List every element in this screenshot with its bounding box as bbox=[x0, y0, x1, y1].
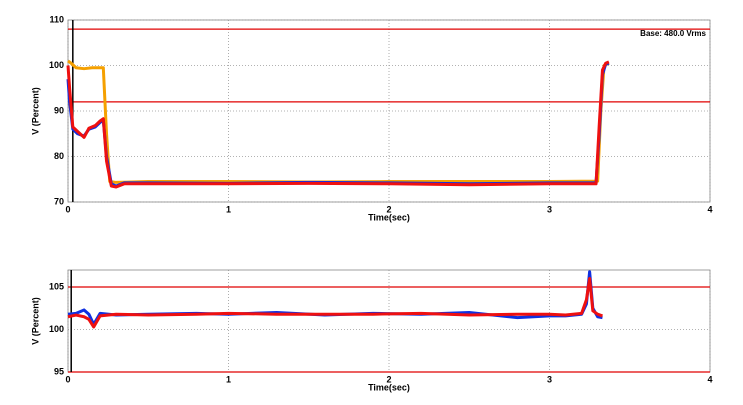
annotation: Base: 480.0 Vrms bbox=[640, 29, 706, 38]
data-line bbox=[66, 61, 610, 188]
y-tick-label: 80 bbox=[54, 151, 64, 161]
x-tick-label: 4 bbox=[707, 204, 712, 214]
x-tick-label: 0 bbox=[65, 374, 70, 384]
x-tick-label: 2 bbox=[386, 204, 391, 214]
y-tick-label: 95 bbox=[54, 366, 64, 376]
data-line bbox=[67, 277, 603, 329]
data-line bbox=[66, 60, 610, 189]
x-tick-label: 0 bbox=[65, 204, 70, 214]
y-axis-label: V (Percent) bbox=[30, 297, 40, 345]
y-tick-label: 110 bbox=[49, 14, 64, 24]
x-tick-label: 4 bbox=[707, 374, 712, 384]
x-tick-label: 3 bbox=[547, 374, 552, 384]
x-tick-label: 1 bbox=[226, 374, 231, 384]
y-tick-label: 70 bbox=[54, 196, 64, 206]
x-tick-label: 2 bbox=[386, 374, 391, 384]
x-tick-label: 1 bbox=[226, 204, 231, 214]
y-axis-label: V (Percent) bbox=[30, 87, 40, 135]
x-axis-label: Time(sec) bbox=[368, 382, 410, 392]
y-tick-label: 100 bbox=[49, 60, 64, 70]
y-tick-label: 90 bbox=[54, 105, 64, 115]
data-line bbox=[67, 59, 610, 184]
x-tick-label: 3 bbox=[547, 204, 552, 214]
plot-frame bbox=[67, 19, 711, 203]
y-tick-label: 100 bbox=[49, 324, 64, 334]
y-tick-label: 105 bbox=[49, 281, 64, 291]
x-axis-label: Time(sec) bbox=[368, 212, 410, 222]
